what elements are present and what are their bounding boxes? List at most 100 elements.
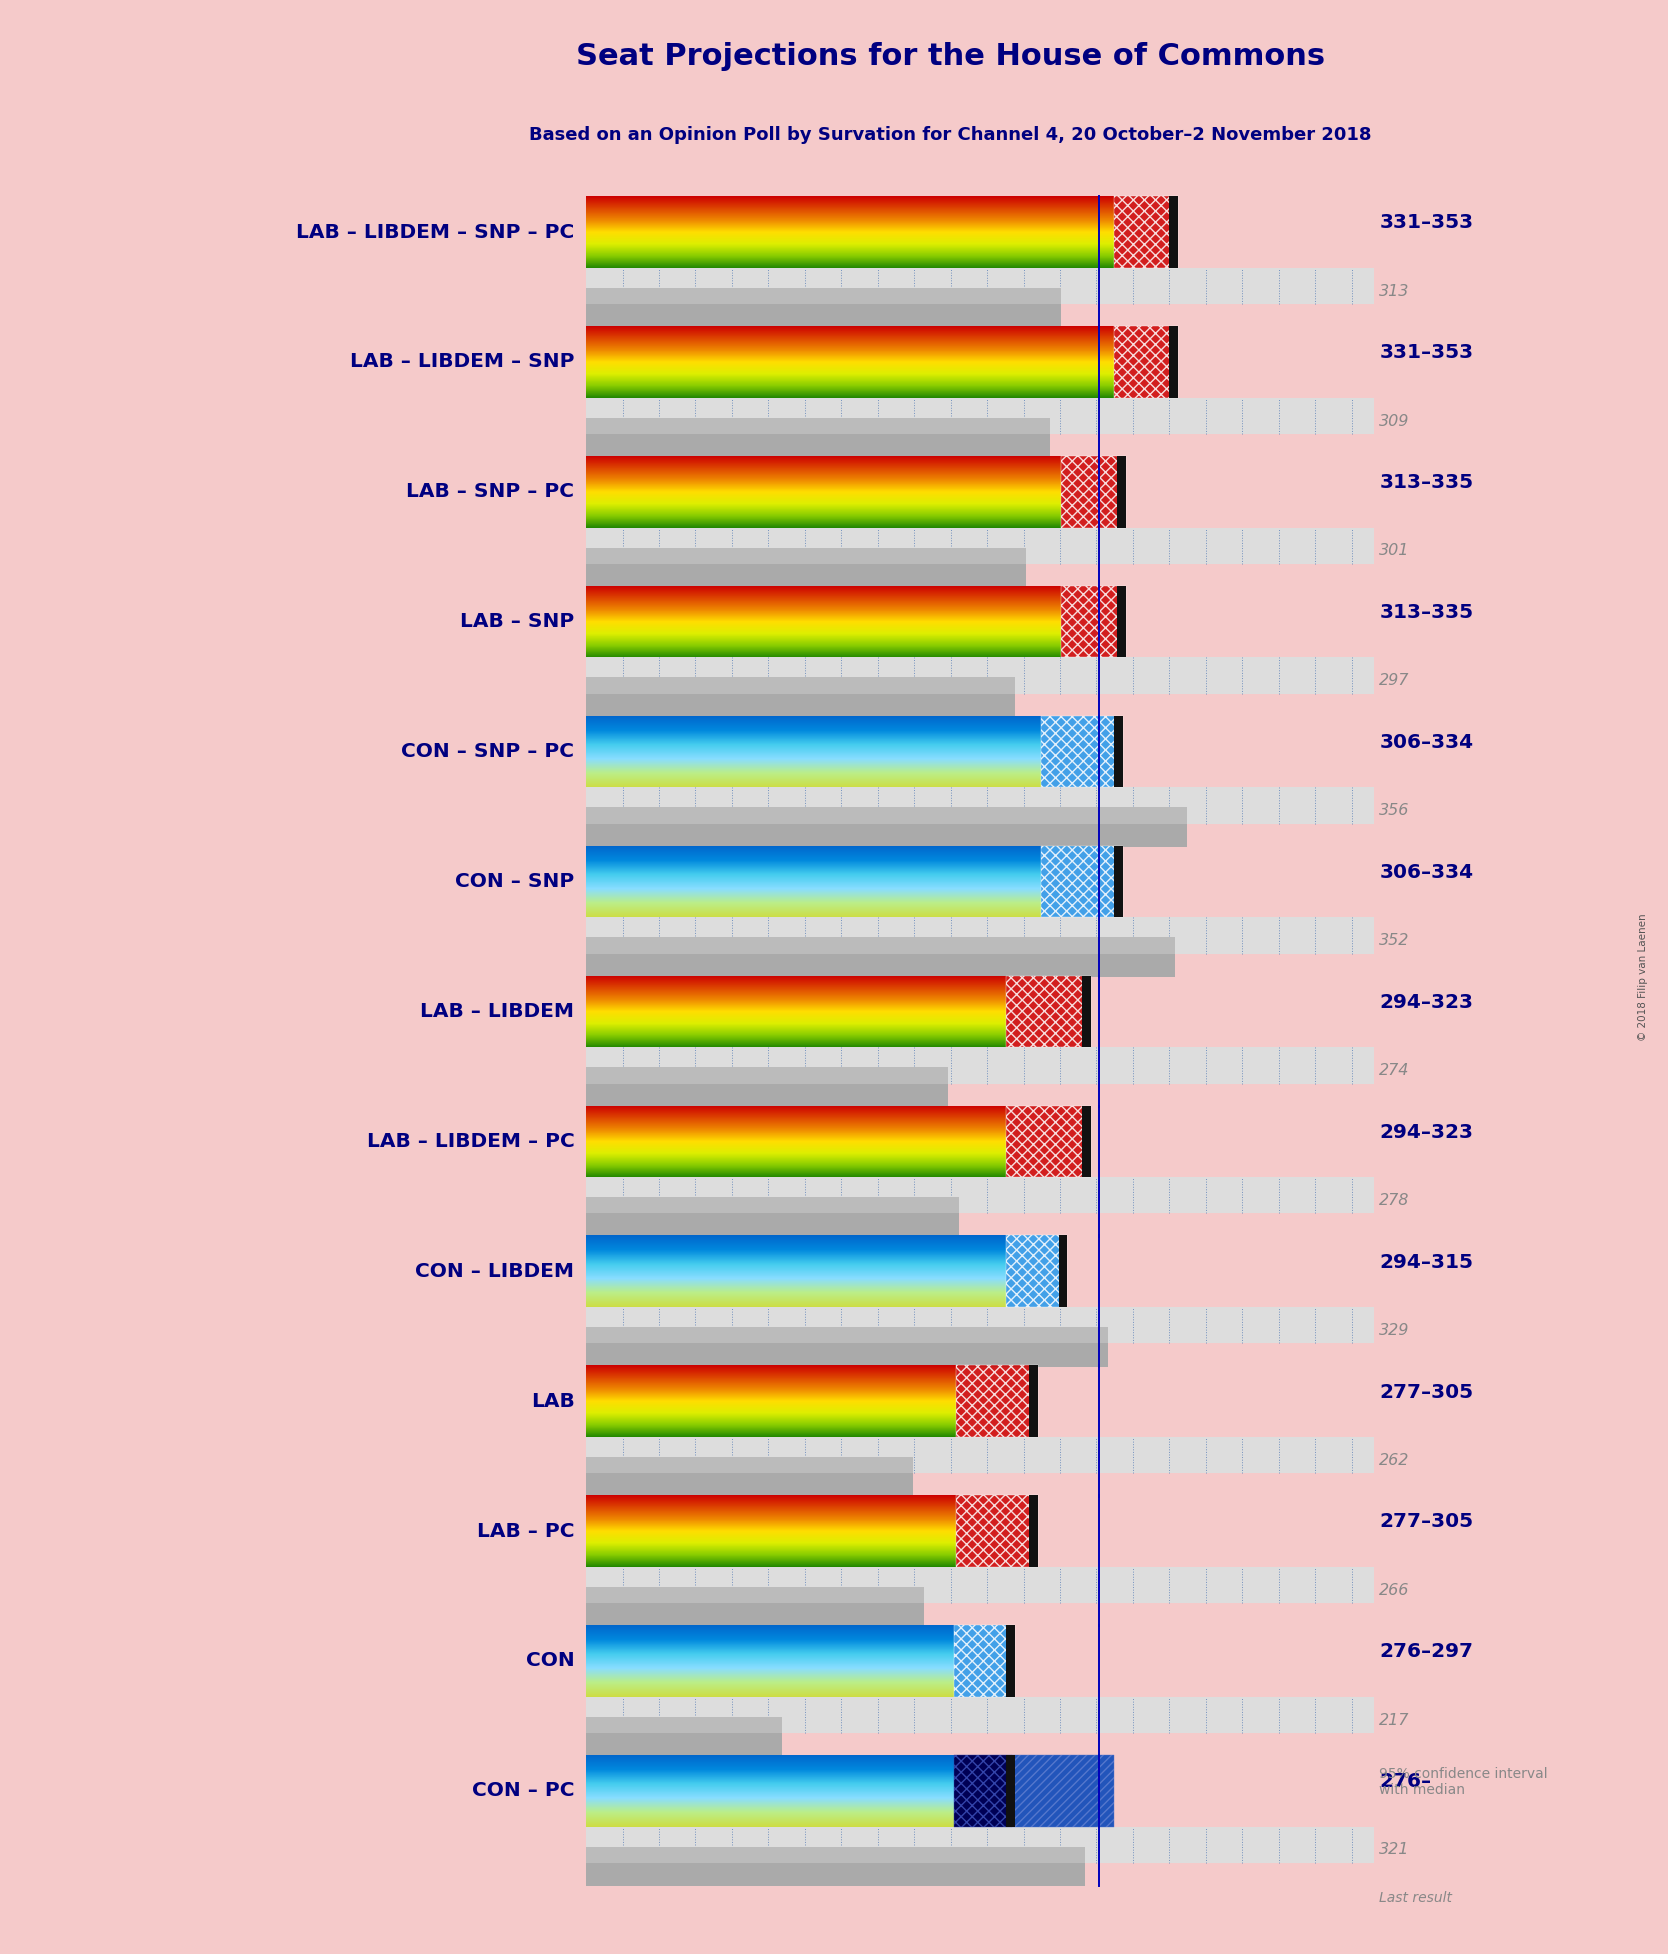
Text: LAB – PC: LAB – PC — [477, 1522, 574, 1540]
Text: 294–323: 294–323 — [1379, 993, 1473, 1012]
Bar — [1083, 1106, 1091, 1176]
Bar — [1041, 715, 1123, 787]
Text: 352: 352 — [1379, 934, 1409, 948]
Text: CON – SNP – PC: CON – SNP – PC — [402, 743, 574, 762]
Bar — [585, 1213, 959, 1237]
Text: 217: 217 — [1379, 1712, 1409, 1727]
Bar — [1029, 1495, 1037, 1567]
Text: 294–315: 294–315 — [1379, 1253, 1473, 1272]
Text: LAB – SNP – PC: LAB – SNP – PC — [407, 483, 574, 502]
Bar — [585, 916, 1373, 954]
Text: 276–297: 276–297 — [1379, 1641, 1473, 1661]
Bar — [585, 268, 1373, 305]
Text: 301: 301 — [1379, 543, 1409, 559]
Bar — [585, 657, 1373, 694]
Bar — [585, 565, 1026, 588]
Bar — [1114, 715, 1123, 787]
Bar — [1114, 326, 1178, 399]
Text: CON – PC: CON – PC — [472, 1782, 574, 1800]
Bar — [1118, 455, 1126, 528]
Bar — [585, 1587, 924, 1602]
Text: 277–305: 277–305 — [1379, 1512, 1473, 1532]
Bar — [1114, 846, 1123, 916]
Text: Based on an Opinion Poll by Survation for Channel 4, 20 October–2 November 2018: Based on an Opinion Poll by Survation fo… — [529, 127, 1371, 145]
Text: Seat Projections for the House of Commons: Seat Projections for the House of Common… — [575, 41, 1324, 70]
Bar — [585, 528, 1373, 565]
Bar — [585, 305, 1061, 328]
Bar — [585, 1067, 947, 1084]
Bar — [1006, 975, 1091, 1047]
Bar — [1029, 1366, 1037, 1436]
Text: 274: 274 — [1379, 1063, 1409, 1079]
Bar — [585, 1327, 1108, 1342]
Text: LAB – LIBDEM – SNP – PC: LAB – LIBDEM – SNP – PC — [297, 223, 574, 242]
Bar — [585, 1862, 1084, 1886]
Text: Last result: Last result — [1379, 1891, 1453, 1905]
Bar — [585, 1342, 1108, 1366]
Bar — [585, 1176, 1373, 1213]
Text: LAB – SNP: LAB – SNP — [460, 612, 574, 631]
Bar — [585, 1733, 782, 1757]
Text: LAB – LIBDEM – PC: LAB – LIBDEM – PC — [367, 1131, 574, 1151]
Text: 331–353: 331–353 — [1379, 344, 1473, 361]
Bar — [1059, 1235, 1068, 1307]
Text: LAB: LAB — [530, 1391, 574, 1411]
Text: 313–335: 313–335 — [1379, 473, 1473, 492]
Bar — [585, 1602, 924, 1626]
Text: LAB – LIBDEM – SNP: LAB – LIBDEM – SNP — [350, 352, 574, 371]
Text: 306–334: 306–334 — [1379, 733, 1473, 752]
Bar — [585, 1436, 1373, 1473]
Bar — [585, 954, 1176, 977]
Bar — [585, 547, 1026, 565]
Bar — [585, 1307, 1373, 1342]
Text: 306–334: 306–334 — [1379, 864, 1473, 881]
Bar — [1169, 195, 1178, 268]
Bar — [585, 1696, 1373, 1733]
Bar — [585, 938, 1176, 954]
Text: 262: 262 — [1379, 1452, 1409, 1467]
Bar — [585, 1847, 1084, 1862]
Bar — [1006, 1755, 1014, 1827]
Bar — [585, 825, 1188, 848]
Text: 313: 313 — [1379, 283, 1409, 299]
Bar — [1041, 846, 1123, 916]
Bar — [1006, 1235, 1068, 1307]
Bar — [585, 1198, 959, 1213]
Bar — [956, 1495, 1037, 1567]
Text: 266: 266 — [1379, 1583, 1409, 1598]
Text: 294–323: 294–323 — [1379, 1124, 1473, 1141]
Text: 278: 278 — [1379, 1194, 1409, 1208]
Bar — [585, 287, 1061, 305]
Text: CON: CON — [525, 1651, 574, 1671]
Bar — [1061, 455, 1126, 528]
Bar — [1118, 586, 1126, 657]
Text: CON – LIBDEM: CON – LIBDEM — [415, 1262, 574, 1280]
Text: 331–353: 331–353 — [1379, 213, 1473, 233]
Bar — [1012, 1755, 1114, 1827]
Bar — [585, 807, 1188, 825]
Bar — [585, 1718, 782, 1733]
Bar — [1083, 975, 1091, 1047]
Bar — [585, 1827, 1373, 1862]
Text: © 2018 Filip van Laenen: © 2018 Filip van Laenen — [1638, 913, 1648, 1041]
Text: LAB – LIBDEM: LAB – LIBDEM — [420, 1002, 574, 1020]
Bar — [954, 1755, 1012, 1827]
Text: 329: 329 — [1379, 1323, 1409, 1338]
Text: 276–: 276– — [1379, 1772, 1431, 1792]
Bar — [1114, 195, 1178, 268]
Text: 356: 356 — [1379, 803, 1409, 819]
Text: 297: 297 — [1379, 674, 1409, 688]
Bar — [585, 1567, 1373, 1602]
Bar — [1006, 1626, 1014, 1696]
Text: 309: 309 — [1379, 414, 1409, 428]
Bar — [585, 399, 1373, 434]
Bar — [585, 1047, 1373, 1084]
Text: 321: 321 — [1379, 1843, 1409, 1858]
Bar — [585, 434, 1049, 457]
Text: 277–305: 277–305 — [1379, 1383, 1473, 1401]
Bar — [585, 787, 1373, 825]
Bar — [954, 1626, 1014, 1696]
Bar — [585, 418, 1049, 434]
Bar — [956, 1366, 1037, 1436]
Text: 95% confidence interval
with median: 95% confidence interval with median — [1379, 1766, 1548, 1798]
